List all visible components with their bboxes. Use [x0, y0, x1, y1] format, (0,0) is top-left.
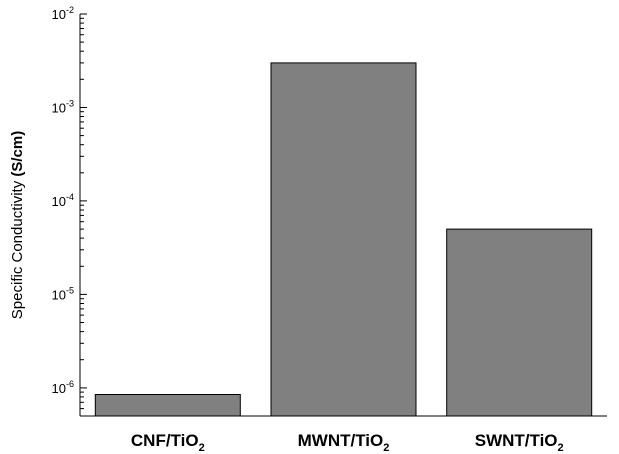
- y-ticks-group: 10-6 10-5 10-4 10-3 10-2: [52, 5, 87, 417]
- bar-2: [446, 228, 593, 417]
- y-tick-label-2: 10-4: [52, 192, 74, 209]
- y-tick-label-1: 10-5: [52, 285, 74, 302]
- x-category-label-0: CNF/TiO2: [131, 431, 205, 454]
- x-category-label-2: SWNT/TiO2: [475, 431, 564, 454]
- y-tick-label-4: 10-2: [52, 5, 74, 22]
- y-axis-label-unit: (S/cm): [9, 131, 26, 177]
- bar-0: [94, 394, 241, 417]
- bars-group: [94, 62, 593, 417]
- x-category-label-1: MWNT/TiO2: [298, 431, 390, 454]
- bar-1: [270, 62, 417, 417]
- y-tick-label-0: 10-6: [52, 379, 74, 396]
- y-tick-label-3: 10-3: [52, 99, 74, 116]
- y-axis-label: Specific Conductivity (S/cm): [9, 131, 26, 319]
- y-axis-label-prefix: Specific Conductivity: [9, 177, 26, 320]
- x-labels-group: CNF/TiO2 MWNT/TiO2 SWNT/TiO2: [131, 431, 564, 454]
